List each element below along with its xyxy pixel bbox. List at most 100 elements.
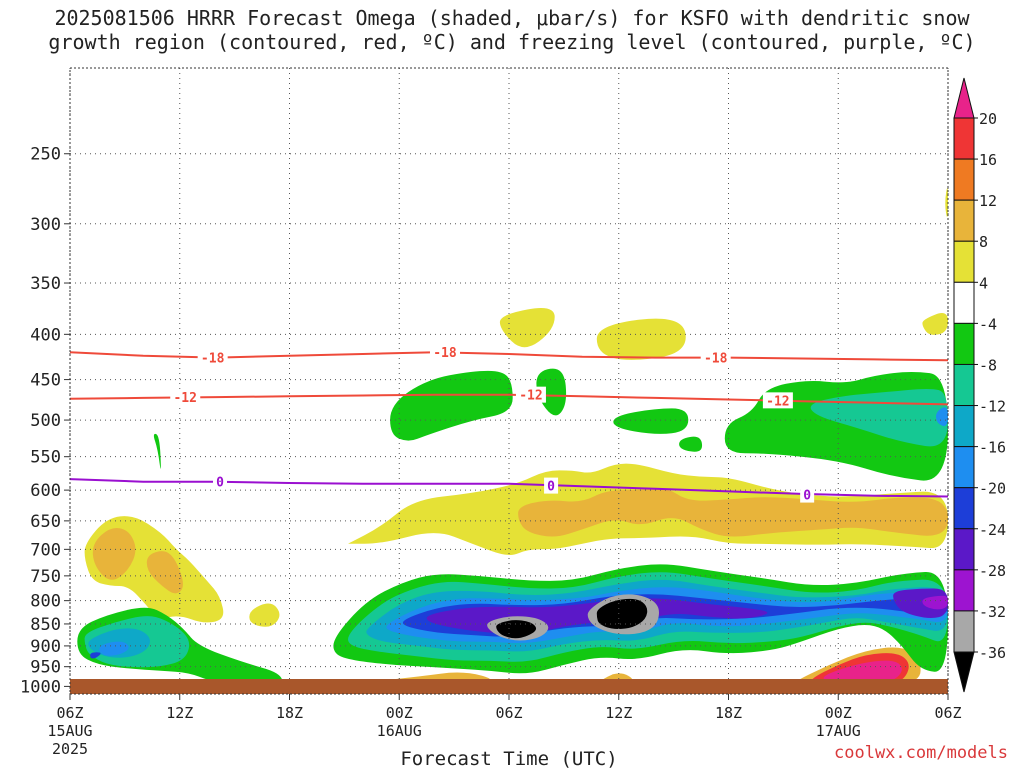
y-tick-label: 650 — [30, 512, 61, 532]
watermark: coolwx.com/models — [834, 743, 1008, 763]
x-tick-label: 06Z — [495, 704, 522, 722]
colorbar-label: -36 — [979, 644, 1006, 662]
colorbar-label: -16 — [979, 439, 1006, 457]
contour-label: 0 — [547, 480, 555, 495]
colorbar: 20 16 12 8 4 -4 -8 -12 -16 -20 -24 -28 -32 -36 — [953, 77, 1006, 693]
colorbar-label: -4 — [979, 315, 997, 333]
omega-region — [518, 488, 948, 537]
colorbar-top-arrow — [953, 77, 975, 119]
colorbar-swatch — [953, 322, 975, 365]
y-tick-label: 700 — [30, 540, 61, 560]
y-tick-label: 750 — [30, 567, 61, 587]
contour-label-bg — [170, 389, 201, 406]
colorbar-label: 12 — [979, 192, 997, 210]
omega-region — [499, 308, 555, 348]
y-tick-label: 1000 — [20, 677, 61, 697]
contour-label-bg — [515, 386, 546, 403]
x-tick-label: 18Z — [715, 704, 742, 722]
omega-region — [496, 620, 537, 639]
colorbar-label: -24 — [979, 521, 1006, 539]
y-tick-label: 400 — [30, 325, 61, 345]
omega-region — [922, 313, 948, 335]
y-tick-label: 950 — [30, 658, 61, 678]
contour-label-bg — [700, 349, 731, 366]
contour-label-bg — [429, 344, 460, 361]
colorbar-label: -8 — [979, 356, 997, 374]
y-tick-label: 500 — [30, 411, 61, 431]
colorbar-swatch — [953, 446, 975, 489]
y-tick-label: 450 — [30, 371, 61, 391]
x-tick-label: 18Z — [276, 704, 303, 722]
y-tick-label: 900 — [30, 637, 61, 657]
contour-label: -18 — [201, 352, 225, 367]
x-tick-year: 2025 — [52, 740, 88, 758]
contour-label-bg — [800, 486, 815, 503]
contour-label: -18 — [704, 352, 728, 367]
colorbar-label: 4 — [979, 274, 988, 292]
omega-region — [249, 603, 280, 627]
contour-label-bg — [544, 477, 559, 494]
omega-region — [146, 551, 183, 594]
x-tick-label: 06Z — [934, 704, 961, 722]
contour-label-bg — [212, 473, 227, 490]
contour-label: 0 — [216, 476, 224, 491]
colorbar-bottom-arrow — [953, 651, 975, 693]
colorbar-label: 16 — [979, 151, 997, 169]
omega-region — [893, 588, 948, 619]
y-tick-label: 350 — [30, 274, 61, 294]
contour-label: -18 — [433, 346, 457, 361]
omega-region — [679, 436, 703, 452]
colorbar-swatch — [953, 199, 975, 242]
colorbar-swatch — [953, 487, 975, 530]
x-tick-date: 15AUG — [47, 722, 92, 740]
omega-region — [935, 407, 948, 427]
x-tick-label: 12Z — [605, 704, 632, 722]
colorbar-swatch — [953, 117, 975, 160]
colorbar-swatch — [953, 569, 975, 612]
x-axis-label: Forecast Time (UTC) — [400, 748, 617, 768]
contour-label-bg — [762, 392, 793, 409]
x-tick-label: 12Z — [166, 704, 193, 722]
colorbar-label: -20 — [979, 480, 1006, 498]
colorbar-label: -28 — [979, 562, 1006, 580]
contour-label: -12 — [519, 389, 542, 404]
omega-region — [153, 433, 161, 469]
colorbar-swatch — [953, 405, 975, 448]
colorbar-label: 8 — [979, 233, 988, 251]
x-tick-label: 00Z — [386, 704, 413, 722]
y-tick-label: 550 — [30, 448, 61, 468]
x-tick-date: 17AUG — [816, 722, 861, 740]
omega-region — [823, 660, 902, 684]
x-tick-label: 00Z — [825, 704, 852, 722]
colorbar-swatch — [953, 240, 975, 283]
omega-region — [90, 652, 101, 659]
y-tick-label: 800 — [30, 592, 61, 612]
y-tick-label: 850 — [30, 615, 61, 635]
contour-label: -12 — [173, 391, 196, 406]
contour-labels: -18 -18 -18 -12 -12 -12 0 0 0 — [170, 344, 815, 504]
colorbar-swatch — [953, 363, 975, 407]
omega-region — [99, 641, 129, 656]
omega-region — [390, 370, 513, 441]
colorbar-swatch — [953, 158, 975, 201]
contour-label: -12 — [766, 394, 789, 409]
contour-line — [70, 393, 948, 406]
omega-region — [922, 595, 948, 610]
x-tick-date: 16AUG — [377, 722, 422, 740]
y-tick-label: 600 — [30, 481, 61, 501]
chart-title: 2025081506 HRRR Forecast Omega (shaded, … — [48, 6, 976, 54]
contour-label: 0 — [803, 489, 811, 504]
colorbar-swatch — [953, 528, 975, 571]
omega-region — [945, 188, 948, 218]
omega-region — [92, 527, 136, 580]
y-tick-label: 250 — [30, 145, 61, 165]
omega-region — [613, 408, 689, 434]
ground-strip — [70, 679, 948, 694]
colorbar-label: 20 — [979, 110, 997, 128]
colorbar-label: -32 — [979, 603, 1006, 621]
omega-region — [536, 368, 567, 416]
y-axis-ticks: 2503003504004505005506006507007508008509… — [20, 145, 70, 697]
y-tick-label: 300 — [30, 215, 61, 235]
